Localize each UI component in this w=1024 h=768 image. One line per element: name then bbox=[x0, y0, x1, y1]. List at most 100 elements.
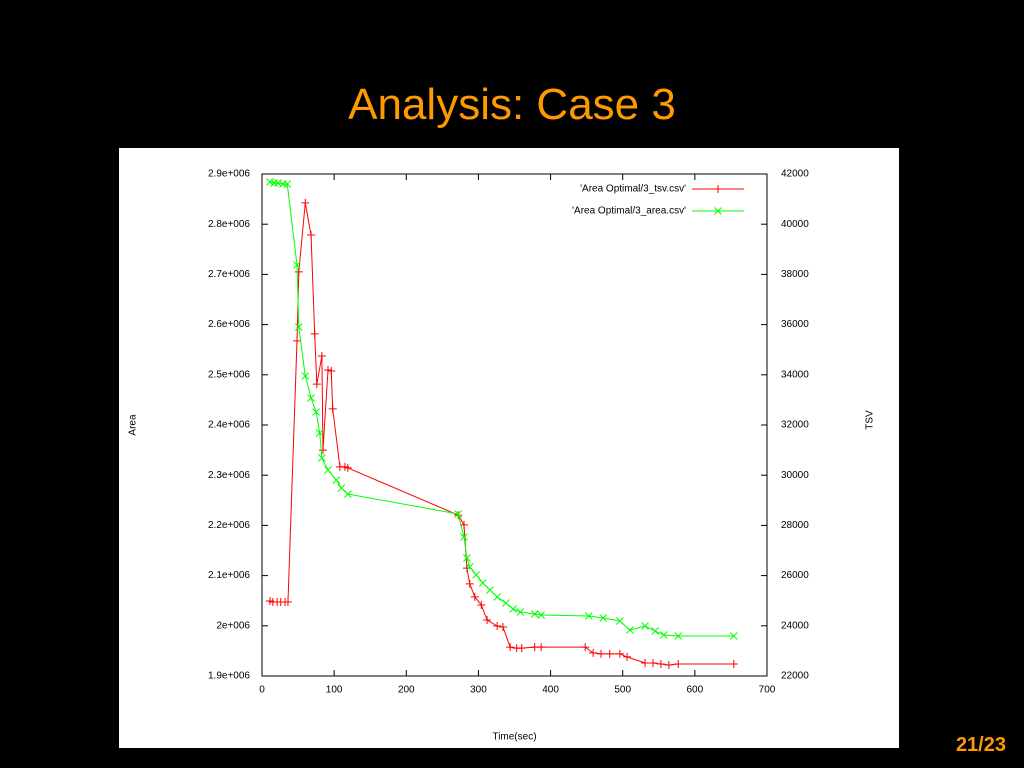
series-line bbox=[269, 202, 734, 666]
point-marker bbox=[509, 605, 517, 613]
y-tick-label: 2.7e+006 bbox=[208, 269, 250, 280]
slide-number: 21/23 bbox=[955, 734, 1006, 756]
point-marker bbox=[312, 380, 321, 389]
point-marker bbox=[472, 571, 481, 579]
slide-title: Analysis: Case 3 bbox=[348, 80, 676, 129]
point-marker bbox=[599, 614, 608, 622]
point-marker bbox=[486, 586, 494, 594]
y-tick-label: 2.3e+006 bbox=[208, 470, 250, 481]
x-tick-label: 600 bbox=[687, 685, 704, 696]
y2-tick-label: 28000 bbox=[781, 520, 809, 531]
point-marker bbox=[498, 623, 507, 632]
point-marker bbox=[327, 367, 336, 376]
y2-tick-label: 38000 bbox=[781, 269, 809, 280]
y-tick-label: 1.9e+006 bbox=[208, 671, 250, 682]
point-marker bbox=[317, 351, 326, 360]
point-marker bbox=[460, 533, 468, 541]
y2-tick-label: 24000 bbox=[781, 620, 809, 631]
point-marker bbox=[324, 466, 332, 474]
point-marker bbox=[517, 644, 526, 653]
point-marker bbox=[584, 612, 593, 620]
point-marker bbox=[623, 652, 632, 661]
chart: 0 100 200 300 400 500 600 700 1.9e+006 2e+006 2.1e… bbox=[119, 148, 899, 748]
point-marker bbox=[674, 659, 683, 668]
y2-tick-label: 32000 bbox=[781, 420, 809, 431]
point-marker bbox=[293, 261, 301, 269]
point-marker bbox=[516, 608, 525, 616]
x-tick-label: 300 bbox=[470, 685, 487, 696]
point-marker bbox=[493, 622, 502, 631]
point-marker bbox=[651, 627, 660, 635]
y2-tick-label: 30000 bbox=[781, 470, 809, 481]
point-marker bbox=[615, 617, 624, 625]
point-marker bbox=[656, 659, 665, 668]
point-marker bbox=[506, 643, 515, 652]
point-marker bbox=[332, 476, 341, 484]
point-marker bbox=[615, 649, 624, 658]
x-tick-label: 0 bbox=[259, 685, 265, 696]
point-marker bbox=[462, 564, 471, 573]
series-line bbox=[269, 181, 734, 637]
plot-border bbox=[261, 173, 768, 677]
point-marker bbox=[641, 622, 649, 630]
point-marker bbox=[270, 179, 279, 187]
point-marker bbox=[283, 597, 292, 606]
x-tick-label: 100 bbox=[326, 685, 343, 696]
point-marker bbox=[477, 600, 486, 609]
point-marker bbox=[307, 394, 315, 402]
point-marker bbox=[674, 632, 683, 640]
y-tick-label: 2.9e+006 bbox=[208, 169, 250, 180]
y-axis-label: Area bbox=[128, 414, 139, 436]
point-marker bbox=[324, 366, 333, 375]
point-marker bbox=[581, 643, 590, 652]
x-axis-label: Time(sec) bbox=[492, 732, 536, 743]
point-marker bbox=[483, 616, 492, 625]
point-marker bbox=[463, 554, 471, 562]
point-marker bbox=[664, 660, 673, 669]
point-marker bbox=[493, 593, 502, 601]
point-marker bbox=[343, 490, 352, 498]
x-tick-label: 700 bbox=[759, 685, 776, 696]
legend-marker bbox=[714, 185, 722, 193]
point-marker bbox=[530, 610, 539, 618]
y-tick-label: 2e+006 bbox=[216, 620, 250, 631]
point-marker bbox=[605, 649, 614, 658]
x-tick-label: 500 bbox=[614, 685, 631, 696]
point-marker bbox=[659, 631, 668, 639]
point-marker bbox=[729, 632, 738, 640]
y2-tick-label: 42000 bbox=[781, 169, 809, 180]
point-marker bbox=[478, 579, 487, 587]
x-tick-label: 200 bbox=[398, 685, 415, 696]
point-marker bbox=[465, 579, 474, 588]
point-marker bbox=[501, 599, 510, 607]
point-marker bbox=[626, 626, 634, 634]
legend-label: 'Area Optimal/3_area.csv' bbox=[572, 206, 686, 217]
point-marker bbox=[589, 648, 598, 657]
point-marker bbox=[328, 404, 337, 413]
y2-tick-label: 26000 bbox=[781, 570, 809, 581]
y-tick-label: 2.8e+006 bbox=[208, 219, 250, 230]
y-tick-label: 2.1e+006 bbox=[208, 570, 250, 581]
point-marker bbox=[318, 454, 326, 462]
point-marker bbox=[454, 510, 463, 518]
point-marker bbox=[318, 446, 327, 455]
y2-tick-label: 36000 bbox=[781, 319, 809, 330]
y-tick-label: 2.5e+006 bbox=[208, 369, 250, 380]
point-marker bbox=[729, 659, 738, 668]
point-marker bbox=[649, 658, 658, 667]
point-marker bbox=[283, 180, 292, 188]
y2-tick-label: 22000 bbox=[781, 671, 809, 682]
point-marker bbox=[337, 484, 346, 492]
point-marker bbox=[301, 198, 310, 207]
y2-axis-label: TSV bbox=[865, 410, 876, 430]
y-tick-label: 2.4e+006 bbox=[208, 420, 250, 431]
point-marker bbox=[597, 649, 606, 658]
point-marker bbox=[465, 563, 474, 571]
point-marker bbox=[294, 323, 303, 331]
point-marker bbox=[294, 267, 303, 276]
point-marker bbox=[307, 230, 316, 239]
legend-marker bbox=[714, 207, 722, 215]
point-marker bbox=[292, 336, 301, 345]
point-marker bbox=[537, 611, 546, 619]
